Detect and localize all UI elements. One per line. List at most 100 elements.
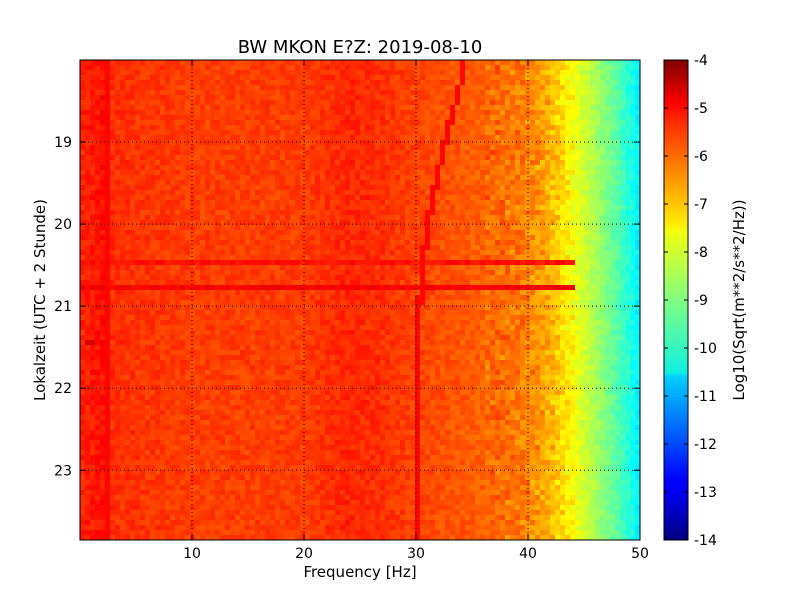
heatmap-cell — [265, 115, 271, 121]
heatmap-cell — [330, 120, 336, 126]
heatmap-cell — [475, 155, 481, 161]
heatmap-cell — [240, 220, 246, 226]
heatmap-cell — [270, 120, 276, 126]
heatmap-cell — [100, 240, 106, 246]
heatmap-cell — [465, 215, 471, 221]
heatmap-cell — [525, 245, 531, 251]
heatmap-cell — [445, 65, 451, 71]
heatmap-cell — [350, 235, 356, 241]
heatmap-cell — [400, 100, 406, 106]
heatmap-cell — [630, 270, 636, 276]
heatmap-cell — [530, 185, 536, 191]
heatmap-cell — [105, 120, 111, 126]
heatmap-cell — [395, 80, 401, 86]
heatmap-cell — [525, 195, 531, 201]
heatmap-cell — [80, 120, 86, 126]
heatmap-cell — [620, 180, 626, 186]
heatmap-cell — [300, 65, 306, 71]
heatmap-cell — [350, 195, 356, 201]
heatmap-cell — [320, 155, 326, 161]
heatmap-cell — [220, 215, 226, 221]
heatmap-cell — [565, 220, 571, 226]
heatmap-cell — [390, 175, 396, 181]
heatmap-cell — [615, 110, 621, 116]
heatmap-cell — [495, 145, 501, 151]
heatmap-cell — [345, 210, 351, 216]
heatmap-cell — [590, 180, 596, 186]
heatmap-cell — [95, 120, 101, 126]
heatmap-cell — [275, 160, 281, 166]
heatmap-cell — [340, 260, 346, 266]
heatmap-cell — [435, 215, 441, 221]
heatmap-cell — [625, 195, 631, 201]
heatmap-cell — [350, 185, 356, 191]
heatmap-cell — [545, 185, 551, 191]
heatmap-cell — [340, 65, 346, 71]
heatmap-cell — [510, 105, 516, 111]
heatmap-cell — [420, 220, 426, 226]
heatmap-cell — [125, 115, 131, 121]
heatmap-cell — [125, 260, 131, 266]
heatmap-cell — [375, 115, 381, 121]
heatmap-cell — [305, 180, 311, 186]
heatmap-cell — [95, 125, 101, 131]
heatmap-cell — [470, 165, 476, 171]
heatmap-cell — [300, 110, 306, 116]
heatmap-cell — [245, 125, 251, 131]
heatmap-cell — [205, 70, 211, 76]
heatmap-cell — [150, 255, 156, 261]
heatmap-cell — [310, 135, 316, 141]
heatmap-cell — [340, 170, 346, 176]
heatmap-cell — [340, 235, 346, 241]
heatmap-cell — [140, 230, 146, 236]
heatmap-cell — [490, 220, 496, 226]
heatmap-cell — [540, 65, 546, 71]
heatmap-cell — [210, 280, 216, 286]
heatmap-cell — [285, 250, 291, 256]
heatmap-cell — [105, 160, 111, 166]
heatmap-cell — [250, 155, 256, 161]
heatmap-cell — [395, 65, 401, 71]
heatmap-cell — [245, 110, 251, 116]
heatmap-cell — [285, 275, 291, 281]
heatmap-cell — [180, 70, 186, 76]
heatmap-cell — [165, 260, 171, 266]
heatmap-cell — [450, 80, 456, 86]
heatmap-cell — [300, 230, 306, 236]
heatmap-cell — [580, 125, 586, 131]
heatmap-cell — [460, 145, 466, 151]
heatmap-cell — [140, 135, 146, 141]
heatmap-cell — [270, 160, 276, 166]
heatmap-cell — [375, 140, 381, 146]
heatmap-cell — [535, 90, 541, 96]
heatmap-cell — [455, 235, 461, 241]
heatmap-cell — [390, 265, 396, 271]
heatmap-cell — [300, 275, 306, 281]
heatmap-cell — [325, 155, 331, 161]
heatmap-cell — [210, 130, 216, 136]
heatmap-cell — [155, 105, 161, 111]
heatmap-cell — [155, 260, 161, 266]
heatmap-cell — [355, 270, 361, 276]
heatmap-cell — [225, 85, 231, 91]
heatmap-cell — [535, 175, 541, 181]
heatmap-cell — [625, 200, 631, 206]
heatmap-cell — [570, 215, 576, 221]
heatmap-cell — [300, 160, 306, 166]
heatmap-cell — [295, 180, 301, 186]
heatmap-cell — [550, 230, 556, 236]
heatmap-cell — [405, 155, 411, 161]
heatmap-cell — [440, 175, 446, 181]
heatmap-cell — [630, 75, 636, 81]
heatmap-cell — [230, 160, 236, 166]
heatmap-cell — [475, 60, 481, 66]
heatmap-cell — [180, 175, 186, 181]
heatmap-cell — [160, 105, 166, 111]
heatmap-cell — [490, 85, 496, 91]
heatmap-cell — [200, 230, 206, 236]
heatmap-cell — [180, 65, 186, 71]
heatmap-cell — [80, 220, 86, 226]
heatmap-cell — [185, 185, 191, 191]
heatmap-cell — [595, 175, 601, 181]
heatmap-cell — [190, 145, 196, 151]
